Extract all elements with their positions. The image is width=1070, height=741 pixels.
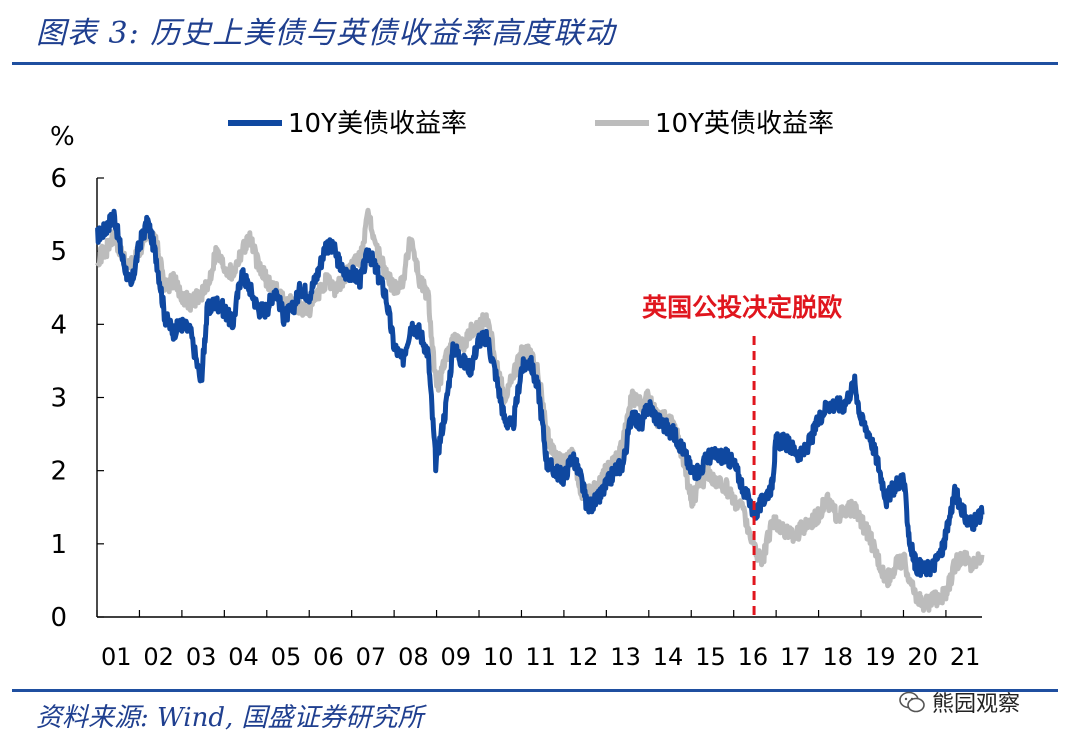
x-tick-label: 06	[313, 643, 344, 671]
y-tick-label: 0	[50, 603, 67, 633]
x-tick-label: 17	[780, 643, 811, 671]
y-tick-label: 1	[50, 530, 67, 560]
x-tick-label: 09	[441, 643, 472, 671]
x-tick-label: 07	[356, 643, 387, 671]
source-note: 资料来源: Wind, 国盛证券研究所	[36, 703, 424, 733]
x-tick-label: 12	[568, 643, 599, 671]
legend-label-us: 10Y美债收益率	[288, 109, 467, 139]
x-tick-label: 16	[738, 643, 769, 671]
y-tick-label: 5	[50, 237, 67, 267]
top-rule	[12, 62, 1058, 65]
x-tick-label: 18	[823, 643, 854, 671]
x-tick-label: 20	[907, 643, 938, 671]
x-tick-label: 10	[483, 643, 514, 671]
x-tick-label: 15	[695, 643, 726, 671]
brexit-annotation-label: 英国公投决定脱欧	[642, 293, 842, 322]
x-tick-label: 01	[101, 643, 132, 671]
y-tick-label: 4	[50, 310, 67, 340]
x-tick-label: 21	[950, 643, 981, 671]
watermark-text: 熊园观察	[932, 692, 1021, 717]
x-tick-label: 04	[228, 643, 259, 671]
y-tick-label: 3	[50, 384, 67, 414]
y-tick-label: 2	[50, 457, 67, 487]
x-tick-label: 11	[525, 643, 556, 671]
x-tick-label: 19	[865, 643, 896, 671]
x-tick-label: 03	[186, 643, 217, 671]
bottom-rule	[12, 689, 1058, 692]
x-tick-label: 08	[398, 643, 429, 671]
x-tick-label: 05	[271, 643, 302, 671]
x-tick-label: 13	[610, 643, 641, 671]
x-tick-label: 02	[143, 643, 174, 671]
y-tick-label: 6	[50, 164, 67, 194]
series-line-us-10y	[94, 208, 985, 578]
legend-label-uk: 10Y英债收益率	[655, 109, 834, 139]
y-axis-unit: %	[50, 122, 75, 152]
x-tick-label: 14	[653, 643, 684, 671]
watermark: 熊园观察	[898, 686, 1020, 718]
wechat-icon	[899, 691, 925, 713]
figure-title: 图表 3: 历史上美债与英债收益率高度联动	[36, 16, 616, 51]
